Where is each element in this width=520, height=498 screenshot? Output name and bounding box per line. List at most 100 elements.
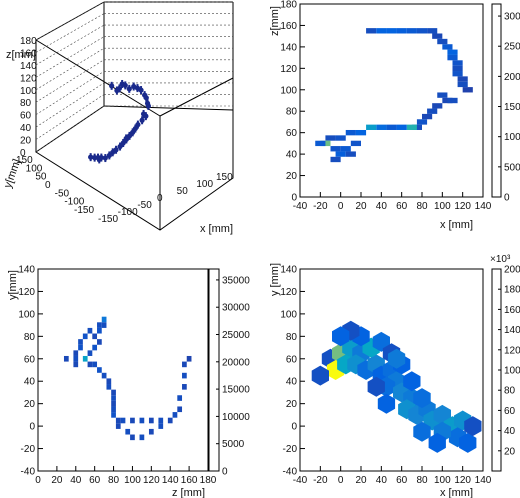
heatmap-cell bbox=[92, 333, 98, 340]
ytick-label: -20 bbox=[21, 444, 36, 455]
heatmap-cell bbox=[396, 124, 407, 130]
3d-point-errorbar bbox=[104, 154, 107, 163]
colorbar-tick-label: 0 bbox=[222, 467, 228, 478]
heatmap-cell bbox=[335, 151, 346, 157]
colorbar-tick-label: 25000 bbox=[222, 330, 250, 341]
ytick-label: 80 bbox=[286, 332, 298, 343]
3d-zgrid-line bbox=[35, 13, 105, 53]
ytick-label: 20 bbox=[24, 399, 36, 410]
ytick-label: 160 bbox=[280, 21, 297, 32]
hex-cell bbox=[367, 376, 385, 397]
heatmap-cell bbox=[406, 124, 417, 130]
xtick-label: 20 bbox=[355, 201, 367, 212]
3d-point-errorbar bbox=[143, 91, 146, 100]
3d-ytick-label: -150 bbox=[74, 205, 94, 216]
xtick-label: 0 bbox=[35, 475, 41, 486]
hex-cell bbox=[377, 393, 396, 414]
ytick-label: -40 bbox=[21, 467, 36, 478]
heatmap-cell bbox=[330, 146, 341, 152]
colorbar-tick-label: 5000 bbox=[504, 162, 520, 173]
3d-ylabel: y[mm] bbox=[2, 158, 24, 190]
heatmap-cell bbox=[411, 124, 422, 130]
ytick-label: 20 bbox=[286, 171, 298, 182]
colorbar-tick-label: 20 bbox=[504, 446, 516, 457]
ytick-label: 140 bbox=[18, 265, 35, 276]
heatmap-cell bbox=[457, 81, 468, 88]
heatmap-cell bbox=[182, 372, 187, 379]
heatmap-cell bbox=[63, 355, 69, 362]
3d-zgrid-line bbox=[35, 71, 105, 115]
hex-cell bbox=[311, 365, 329, 386]
colorbar-tick-label: 15000 bbox=[504, 102, 520, 113]
heatmap-cell bbox=[101, 316, 107, 323]
heatmap-cell bbox=[92, 361, 98, 368]
xtick-label: 80 bbox=[108, 475, 120, 486]
zx-xlabel: x [mm] bbox=[440, 219, 473, 231]
colorbar-tick-label: 120 bbox=[504, 345, 520, 356]
heatmap-cell bbox=[111, 395, 116, 401]
3d-point-errorbar bbox=[89, 153, 92, 162]
xtick-label: 0 bbox=[338, 201, 344, 212]
3d-point-errorbar bbox=[145, 93, 148, 102]
zx-colorbar bbox=[491, 3, 502, 198]
heatmap-cell bbox=[125, 428, 131, 435]
3d-point-errorbar bbox=[128, 131, 131, 140]
3d-point-errorbar bbox=[140, 86, 143, 95]
heatmap-cell bbox=[111, 406, 116, 413]
xtick-label: 40 bbox=[376, 475, 388, 486]
3d-xtick-label: -50 bbox=[137, 200, 152, 211]
colorbar-tick-label: 140 bbox=[504, 325, 520, 336]
heatmap-cell bbox=[139, 417, 145, 424]
ytick-label: -40 bbox=[283, 467, 298, 478]
xtick-label: 60 bbox=[396, 475, 408, 486]
3d-ztick-label: 0 bbox=[20, 148, 26, 159]
heatmap-cell bbox=[386, 124, 397, 130]
xy-ylabel: y [mm] bbox=[269, 263, 281, 296]
ytick-label: 120 bbox=[18, 287, 35, 298]
xtick-label: 120 bbox=[143, 475, 160, 486]
3d-zgrid-line bbox=[35, 36, 105, 78]
yz-frame bbox=[37, 268, 209, 472]
heatmap-cell bbox=[101, 322, 107, 328]
xy-frame bbox=[299, 268, 484, 472]
3d-point-errorbar bbox=[108, 151, 111, 160]
ytick-label: 180 bbox=[280, 0, 297, 11]
xy-xlabel: x [mm] bbox=[440, 487, 473, 498]
yz-ylabel: y[mm] bbox=[7, 270, 19, 300]
3d-ztick-label: 80 bbox=[20, 98, 32, 109]
3d-point-errorbar bbox=[131, 128, 134, 137]
heatmap-cell bbox=[97, 367, 102, 373]
heatmap-cell bbox=[432, 33, 443, 39]
yz-colorbar bbox=[208, 268, 220, 472]
heatmap-cell bbox=[177, 406, 183, 413]
3d-point-errorbar bbox=[121, 79, 124, 88]
3d-point-errorbar bbox=[136, 120, 139, 129]
ytick-label: 60 bbox=[286, 354, 298, 365]
heatmap-cell bbox=[447, 97, 458, 104]
colorbar-tick-label: 30000 bbox=[222, 303, 250, 314]
xtick-label: 120 bbox=[454, 201, 471, 212]
heatmap-cell bbox=[130, 417, 135, 424]
panel-yz-heatmap: 0 20 40 60 80 100 120 140 160 180-40-200204060801… bbox=[7, 265, 250, 498]
3d-point-errorbar bbox=[128, 84, 131, 93]
3d-ytick-label: 100 bbox=[26, 163, 43, 174]
3d-point-errorbar bbox=[100, 153, 103, 162]
3d-point-errorbar bbox=[144, 112, 147, 121]
heatmap-cell bbox=[452, 65, 463, 72]
heatmap-cell bbox=[87, 327, 93, 334]
colorbar-tick-label: 10000 bbox=[504, 132, 520, 143]
heatmap-cell bbox=[345, 151, 356, 157]
heatmap-cell bbox=[182, 361, 187, 368]
3d-xtick-label: -100 bbox=[118, 207, 138, 218]
heatmap-cell bbox=[432, 103, 443, 109]
ytick-label: 0 bbox=[29, 422, 35, 433]
heatmap-cell bbox=[182, 384, 187, 390]
hex-cell bbox=[459, 432, 477, 453]
heatmap-cell bbox=[97, 322, 102, 328]
heatmap-cell bbox=[78, 339, 83, 345]
3d-xlabel: x [mm] bbox=[200, 223, 233, 235]
heatmap-cell bbox=[437, 38, 448, 45]
heatmap-cell bbox=[106, 384, 112, 390]
ytick-label: 40 bbox=[24, 377, 36, 388]
heatmap-cell bbox=[442, 44, 453, 50]
